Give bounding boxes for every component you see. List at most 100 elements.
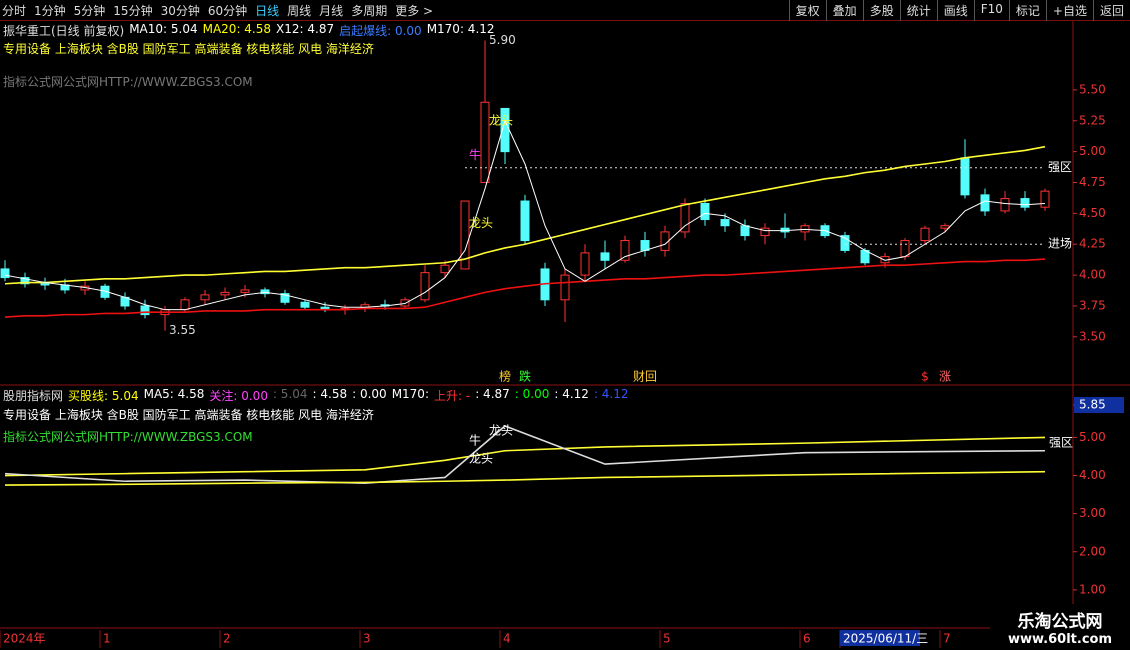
event-marker: 榜 bbox=[499, 369, 511, 384]
y-tick-label: 3.00 bbox=[1079, 506, 1106, 520]
sector-tags: 专用设备 上海板块 含B股 国防军工 高端装备 核电核能 风电 海洋经济 bbox=[3, 408, 374, 422]
tool-button[interactable]: 统计 bbox=[899, 0, 937, 21]
series-line bbox=[4, 119, 1046, 311]
logo: 乐淘公式网 www.60lt.com bbox=[990, 604, 1130, 650]
level-label: 强区 bbox=[1048, 160, 1072, 174]
tool-button[interactable]: 标记 bbox=[1008, 0, 1046, 21]
y-tick-label: 5.25 bbox=[1079, 113, 1106, 127]
header-item: MA20: 4.58 bbox=[202, 22, 272, 36]
candle-body bbox=[580, 252, 590, 276]
event-marker: $ bbox=[921, 370, 929, 384]
date-label: 4 bbox=[503, 632, 511, 646]
y-tick-label: 3.75 bbox=[1079, 298, 1106, 312]
header-item: : 4.87 bbox=[475, 387, 510, 401]
candle-body bbox=[680, 203, 690, 233]
candle-body bbox=[740, 225, 750, 237]
y-tick-label: 4.75 bbox=[1079, 175, 1106, 189]
candle-body bbox=[440, 264, 450, 274]
candle-body bbox=[200, 294, 210, 301]
header-item: MA10: 5.04 bbox=[129, 22, 198, 36]
candle-body bbox=[400, 299, 410, 307]
candle-body bbox=[640, 240, 650, 251]
candle-body bbox=[40, 283, 50, 286]
header-item: : 0.00 bbox=[514, 387, 550, 401]
lower-header: 股朋指标网 买股线: 5.04 MA5: 4.58 关注: 0.00: 5.04: 4… bbox=[3, 387, 629, 404]
annotation: 龙头 bbox=[489, 423, 513, 437]
annotation: 龙头 bbox=[489, 113, 513, 127]
tool-button[interactable]: 多股 bbox=[862, 0, 900, 21]
main-header: 振华重工(日线 前复权) MA10: 5.04 MA20: 4.58 X12: 4.8… bbox=[3, 22, 495, 39]
period-tab[interactable]: 周线 bbox=[287, 4, 312, 18]
period-tab[interactable]: 更多 > bbox=[395, 4, 434, 18]
tool-button[interactable]: 叠加 bbox=[825, 0, 863, 21]
tool-button[interactable]: +自选 bbox=[1045, 0, 1093, 21]
period-tab[interactable]: 月线 bbox=[319, 4, 344, 18]
annotation: 5.90 bbox=[489, 33, 516, 47]
header-item: MA5: 4.58 bbox=[143, 387, 205, 401]
header-item: 启起爆线: 0.00 bbox=[339, 24, 422, 38]
sector-tags: 专用设备 上海板块 含B股 国防军工 高端装备 核电核能 风电 海洋经济 bbox=[3, 42, 374, 56]
y-tick-label: 5.50 bbox=[1079, 82, 1106, 96]
period-tab[interactable]: 多周期 bbox=[351, 4, 388, 18]
header-item: : 4.58 bbox=[312, 387, 348, 401]
candle-body bbox=[760, 227, 770, 237]
candle-body bbox=[840, 235, 850, 251]
period-tab[interactable]: 日线 bbox=[255, 4, 280, 18]
candle-body bbox=[260, 289, 270, 295]
candle-body bbox=[420, 272, 430, 301]
watermark: 指标公式网公式网HTTP://WWW.ZBGS3.COM bbox=[3, 430, 253, 444]
header-item: X12: 4.87 bbox=[276, 22, 335, 36]
candle-body bbox=[920, 227, 930, 242]
candle-body bbox=[1020, 198, 1030, 208]
toolbar: 分时 1分钟 5分钟 15分钟 30分钟 60分钟 日线 周线 月线 多周期 更多 > 复权 叠加 多股… bbox=[0, 0, 1130, 21]
header-item: 上升: - bbox=[434, 389, 471, 403]
tool-button[interactable]: 画线 bbox=[936, 0, 974, 21]
candle-body bbox=[0, 268, 10, 279]
period-tab[interactable]: 30分钟 bbox=[160, 4, 200, 18]
date-label: 2 bbox=[223, 632, 231, 646]
y-tick-label: 5.00 bbox=[1079, 430, 1106, 444]
event-marker: 涨 bbox=[939, 369, 951, 384]
annotation: 牛 bbox=[469, 147, 481, 162]
period-tab[interactable]: 60分钟 bbox=[207, 4, 248, 18]
annotation: 龙头 bbox=[469, 452, 493, 466]
candle-body bbox=[100, 285, 110, 298]
logo-title: 乐淘公式网 bbox=[1017, 612, 1103, 632]
series-line bbox=[4, 425, 1046, 484]
candle-body bbox=[700, 203, 710, 221]
tool-button[interactable]: 返回 bbox=[1092, 0, 1130, 21]
tool-button[interactable]: 复权 bbox=[788, 0, 826, 21]
candle-body bbox=[480, 101, 490, 184]
period-tab[interactable]: 分时 bbox=[2, 4, 27, 18]
tool-button[interactable]: F10 bbox=[973, 0, 1009, 21]
date-label: 2025/06/11/三 bbox=[843, 632, 928, 646]
y-tick-label: 4.00 bbox=[1079, 468, 1106, 482]
period-tab[interactable]: 1分钟 bbox=[34, 4, 66, 18]
y-tick-label: 4.50 bbox=[1079, 206, 1106, 220]
level-label: 进场 bbox=[1048, 237, 1072, 251]
y-tick-label: 5.85 bbox=[1079, 398, 1106, 412]
y-tick-label: 4.25 bbox=[1079, 237, 1106, 251]
candle-body bbox=[1040, 190, 1050, 208]
header-item: 买股线: 5.04 bbox=[68, 389, 139, 403]
annotation: 强区 bbox=[1049, 436, 1073, 450]
period-tab[interactable]: 15分钟 bbox=[113, 4, 153, 18]
candle-body bbox=[900, 240, 910, 258]
date-label: 7 bbox=[943, 632, 951, 646]
y-tick-label: 1.00 bbox=[1079, 582, 1106, 596]
period-tab[interactable]: 5分钟 bbox=[73, 4, 106, 18]
event-marker: 财回 bbox=[633, 370, 657, 384]
y-tick-label: 5.00 bbox=[1079, 144, 1106, 158]
date-highlight bbox=[840, 630, 920, 646]
date-label: 5 bbox=[663, 632, 671, 646]
series-line bbox=[4, 470, 1046, 486]
axis-box bbox=[1074, 397, 1124, 413]
watermark: 指标公式网公式网HTTP://WWW.ZBGS3.COM bbox=[3, 75, 253, 89]
y-tick-label: 2.00 bbox=[1079, 544, 1106, 558]
date-label: 3 bbox=[363, 632, 371, 646]
date-label: 6 bbox=[803, 632, 811, 646]
event-marker: 跌 bbox=[519, 369, 531, 384]
header-item: M170: bbox=[391, 387, 429, 401]
